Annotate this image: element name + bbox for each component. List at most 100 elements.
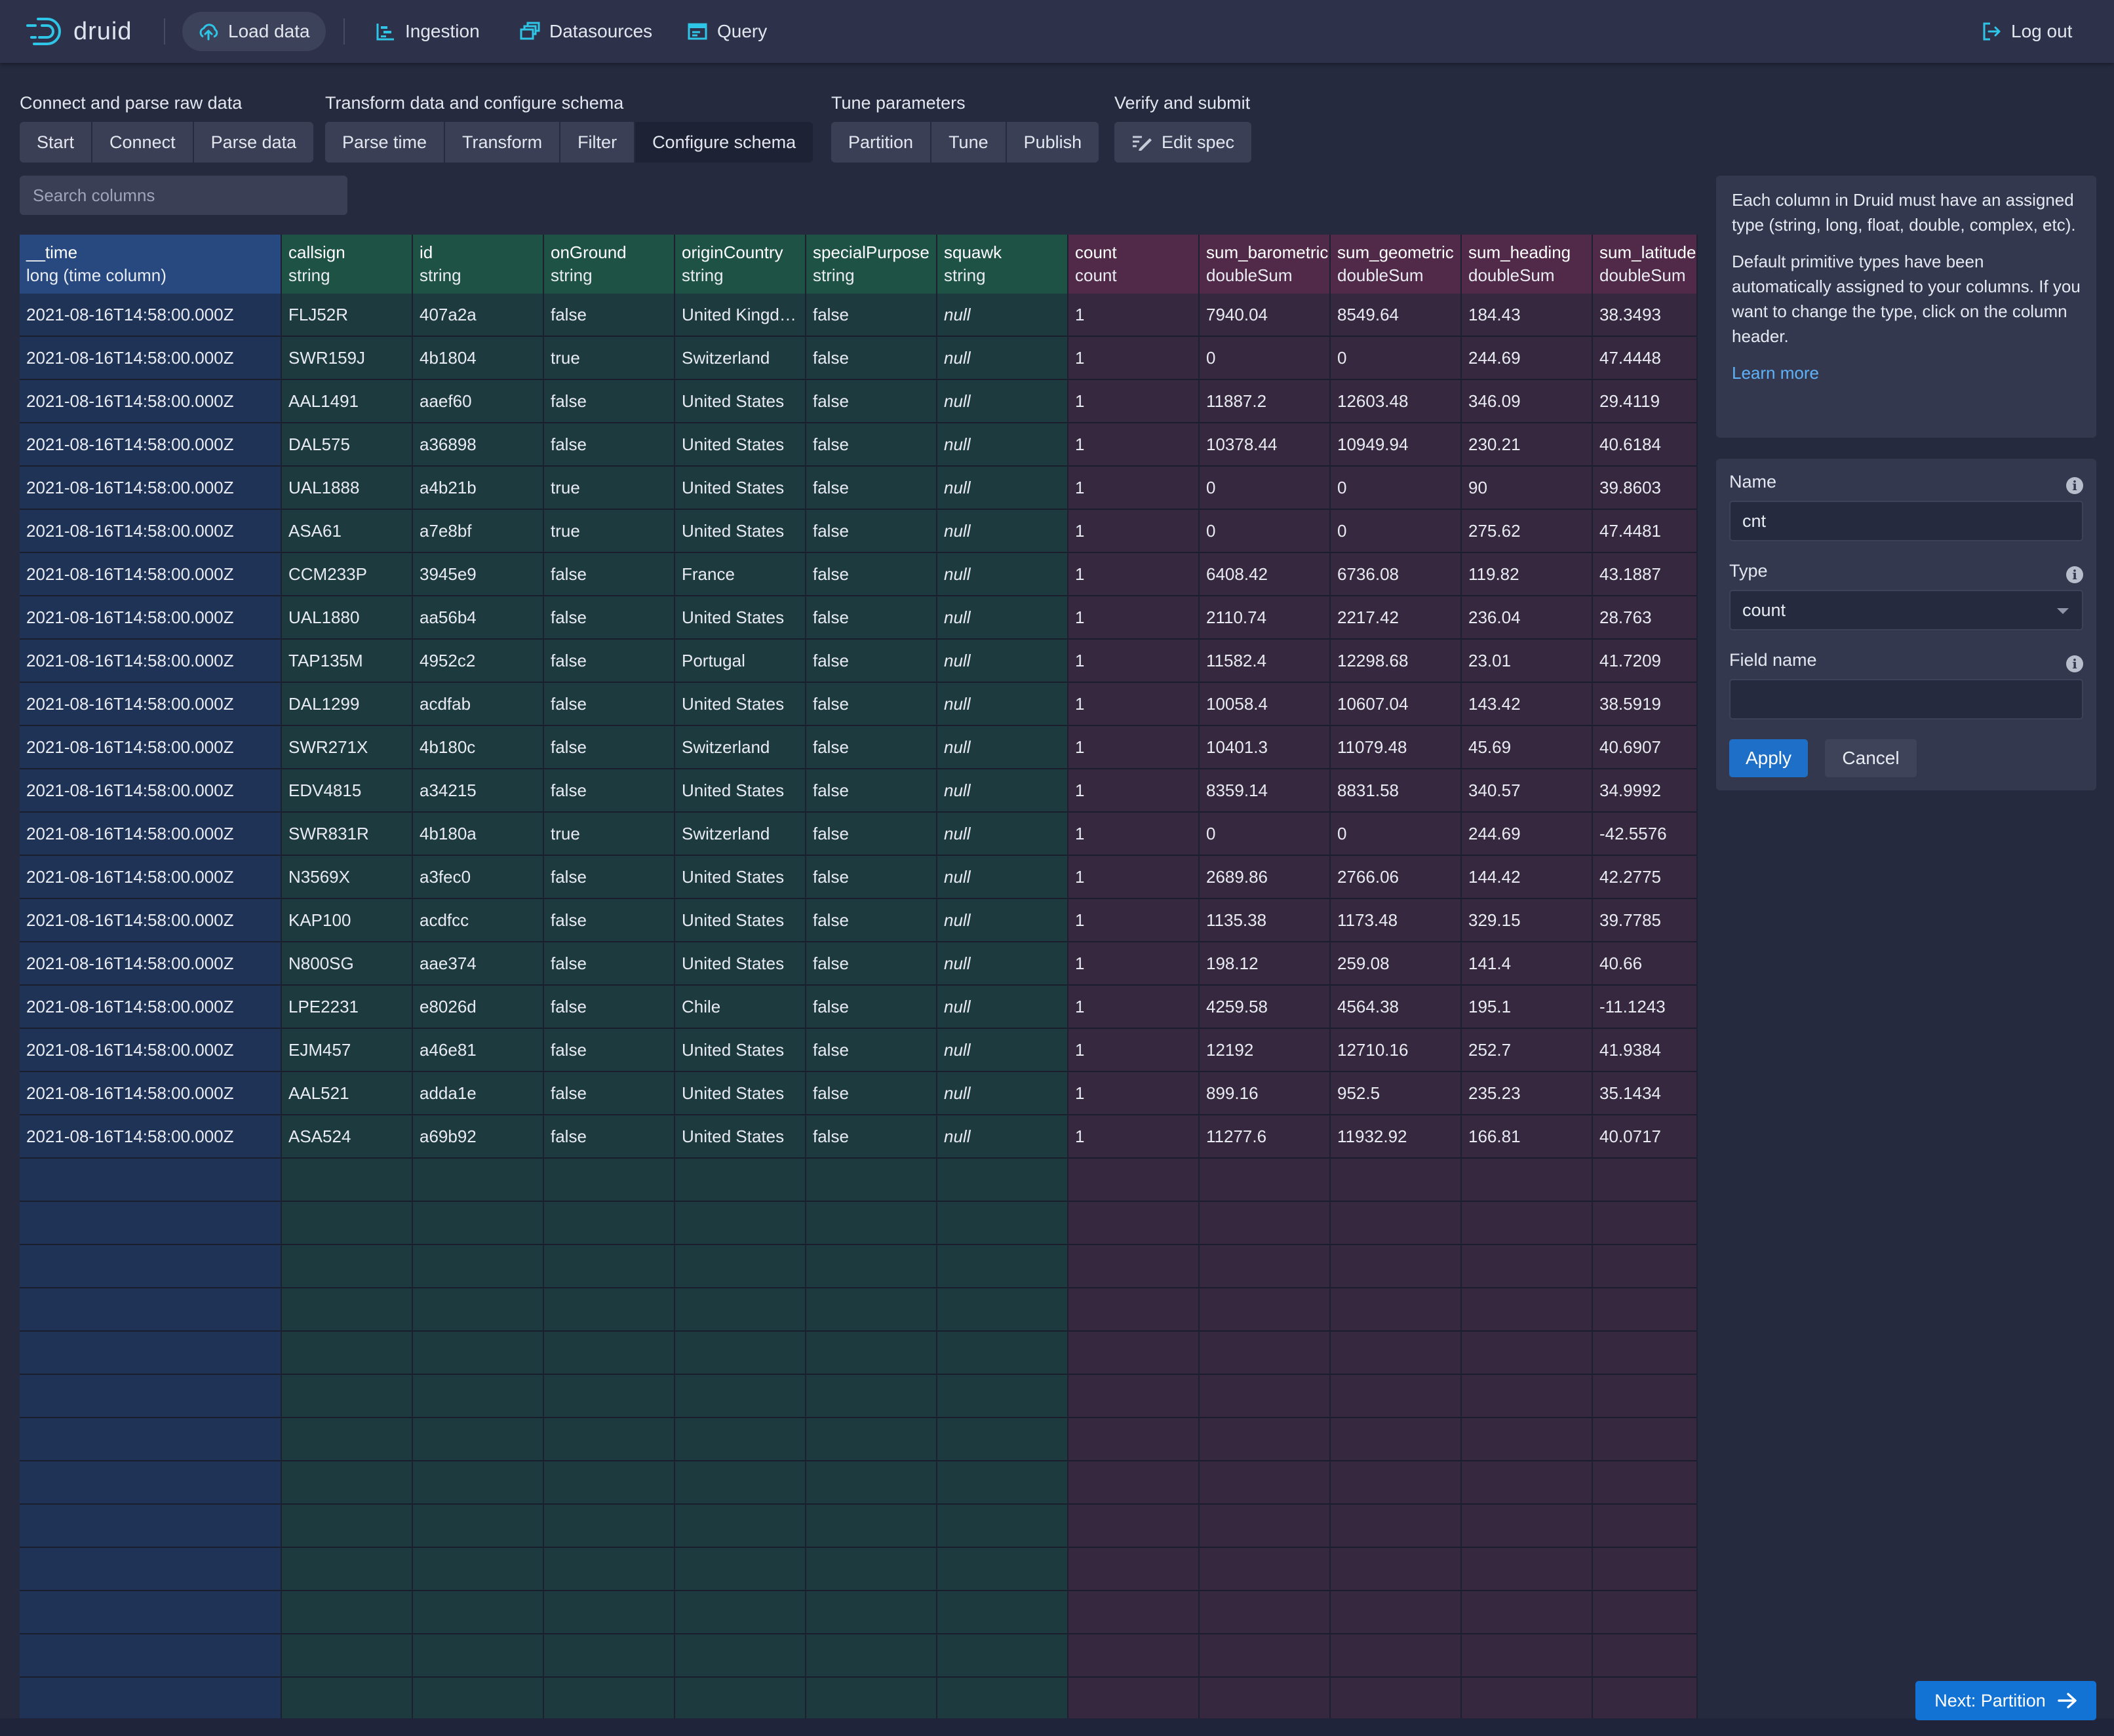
apply-button[interactable]: Apply — [1729, 739, 1808, 777]
table-cell: 1 — [1068, 467, 1198, 510]
nav-load-data[interactable]: Load data — [182, 12, 326, 51]
nav-ingestion[interactable]: Ingestion — [359, 12, 496, 51]
table-cell: 1 — [1068, 1029, 1198, 1072]
step-filter[interactable]: Filter — [560, 122, 636, 163]
column-header[interactable]: count count — [1068, 235, 1198, 294]
step-parse-time[interactable]: Parse time — [325, 122, 446, 163]
druid-logo[interactable]: druid — [25, 12, 132, 51]
table-cell: false — [806, 813, 936, 856]
table-cell: a36898 — [413, 423, 543, 467]
table-cell: SWR271X — [282, 726, 412, 769]
step-parse-data[interactable]: Parse data — [193, 122, 314, 163]
empty-cell — [1593, 1634, 1696, 1678]
empty-cell — [282, 1461, 412, 1505]
name-info-icon[interactable]: i — [2066, 477, 2083, 494]
step-buttons: Start Connect Parse data — [20, 122, 314, 163]
empty-cell — [1200, 1461, 1329, 1505]
table-cell: false — [544, 294, 674, 337]
table-cell: United Kingdom — [675, 294, 805, 337]
logout-button[interactable]: Log out — [1965, 12, 2088, 51]
learn-more-link[interactable]: Learn more — [1732, 363, 1819, 383]
empty-cell — [1593, 1591, 1696, 1634]
table-cell: false — [806, 856, 936, 899]
table-cell: 8359.14 — [1200, 769, 1329, 813]
column-header-type: doubleSum — [1599, 265, 1686, 285]
empty-cell — [1331, 1332, 1460, 1375]
nav-query[interactable]: Query — [671, 12, 783, 51]
column-header[interactable]: __time long (time column) — [20, 235, 281, 294]
table-cell: e8026d — [413, 986, 543, 1029]
table-cell: false — [544, 683, 674, 726]
empty-cell — [806, 1202, 936, 1245]
column-header[interactable]: callsign string — [282, 235, 412, 294]
column-header[interactable]: sum_geometric doubleSum — [1331, 235, 1460, 294]
horizontal-scroll-area[interactable] — [0, 1718, 2114, 1736]
step-partition[interactable]: Partition — [831, 122, 932, 163]
column-header[interactable]: sum_heading doubleSum — [1462, 235, 1592, 294]
table-cell: 45.69 — [1462, 726, 1592, 769]
type-info-icon[interactable]: i — [2066, 566, 2083, 583]
nav-datasources[interactable]: Datasources — [503, 12, 668, 51]
column-header[interactable]: originCountry string — [675, 235, 805, 294]
empty-cell — [413, 1288, 543, 1332]
empty-cell — [20, 1461, 281, 1505]
field-name-input[interactable] — [1729, 679, 2083, 720]
step-transform[interactable]: Transform — [445, 122, 561, 163]
name-input[interactable]: cnt — [1729, 501, 2083, 541]
table-cell: false — [806, 553, 936, 596]
column-header-type: string — [813, 265, 855, 285]
table-cell: 10058.4 — [1200, 683, 1329, 726]
table-cell: 11932.92 — [1331, 1115, 1460, 1159]
table-cell: 90 — [1462, 467, 1592, 510]
table-cell: 35.1434 — [1593, 1072, 1696, 1115]
column-header[interactable]: squawk string — [937, 235, 1067, 294]
table-cell: a7e8bf — [413, 510, 543, 553]
column-count: count count 1 1 1 1 1 1 1 1 1 1 1 1 1 1 1 1 1 1 1 1 — [1068, 235, 1200, 1720]
step-group-title: Connect and parse raw data — [20, 93, 243, 113]
step-tune[interactable]: Tune — [931, 122, 1007, 163]
step-connect[interactable]: Connect — [92, 122, 194, 163]
type-select[interactable]: count — [1729, 590, 2083, 630]
table-cell: 12710.16 — [1331, 1029, 1460, 1072]
arrow-right-icon — [2058, 1693, 2077, 1708]
table-cell: false — [806, 510, 936, 553]
cancel-button[interactable]: Cancel — [1825, 739, 1917, 777]
field-name-info-icon[interactable]: i — [2066, 655, 2083, 672]
table-cell: 40.6184 — [1593, 423, 1696, 467]
table-cell: United States — [675, 380, 805, 423]
column-header[interactable]: sum_barometric doubleSum — [1200, 235, 1329, 294]
table-cell: null — [937, 726, 1067, 769]
empty-cell — [544, 1332, 674, 1375]
edit-spec-label: Edit spec — [1162, 132, 1235, 152]
table-cell: 11277.6 — [1200, 1115, 1329, 1159]
next-partition-button[interactable]: Next: Partition — [1915, 1681, 2096, 1720]
table-cell: 1 — [1068, 380, 1198, 423]
table-cell: Switzerland — [675, 726, 805, 769]
table-cell: 12192 — [1200, 1029, 1329, 1072]
step-group-tune: Tune parameters Partition Tune Publish — [831, 90, 1099, 163]
empty-cell — [1331, 1245, 1460, 1288]
table-cell: 0 — [1200, 467, 1329, 510]
empty-cell — [675, 1591, 805, 1634]
step-start[interactable]: Start — [20, 122, 93, 163]
empty-cell — [806, 1634, 936, 1678]
search-columns-input[interactable] — [20, 176, 347, 215]
table-cell: 195.1 — [1462, 986, 1592, 1029]
column-header[interactable]: onGround string — [544, 235, 674, 294]
table-cell: false — [544, 726, 674, 769]
empty-cell — [806, 1332, 936, 1375]
column-header[interactable]: sum_latitude doubleSum — [1593, 235, 1696, 294]
table-cell: 1 — [1068, 942, 1198, 986]
step-edit-spec[interactable]: Edit spec — [1114, 122, 1252, 163]
column-header[interactable]: id string — [413, 235, 543, 294]
step-publish[interactable]: Publish — [1006, 122, 1099, 163]
step-configure-schema[interactable]: Configure schema — [635, 122, 813, 163]
step-group-title: Verify and submit — [1114, 93, 1251, 113]
empty-cell — [1331, 1591, 1460, 1634]
table-cell: United States — [675, 856, 805, 899]
table-cell: 11887.2 — [1200, 380, 1329, 423]
table-cell: false — [806, 380, 936, 423]
table-cell: 4564.38 — [1331, 986, 1460, 1029]
column-header[interactable]: specialPurpose string — [806, 235, 936, 294]
empty-cell — [675, 1245, 805, 1288]
